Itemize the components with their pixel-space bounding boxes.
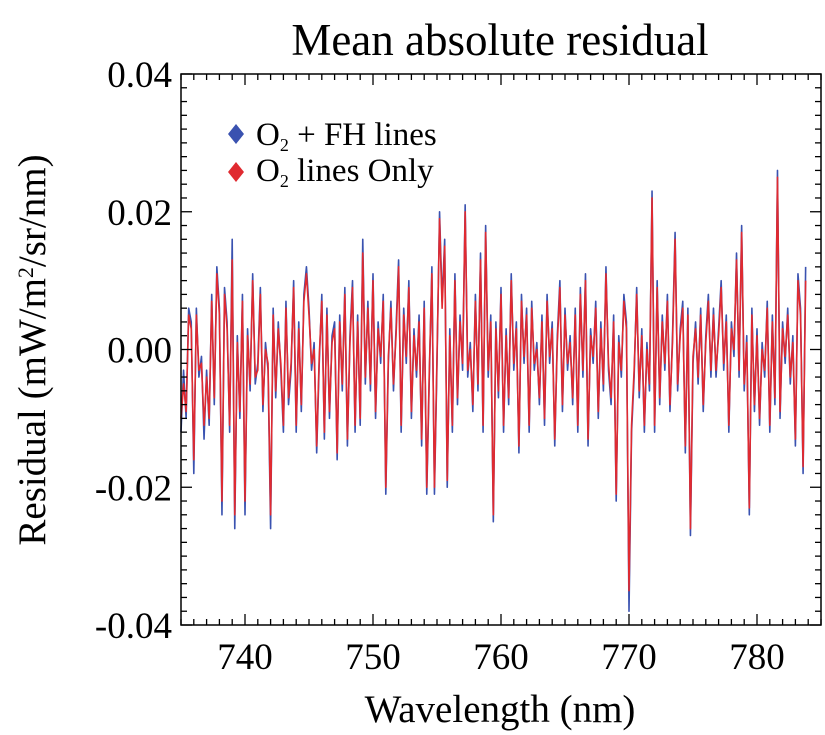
x-tick-label: 770 [601,637,657,678]
chart-title: Mean absolute residual [291,15,708,65]
series-line-o2-fh [180,169,807,613]
x-axis-title: Wavelength (nm) [365,688,636,731]
x-tick-label: 780 [729,637,785,678]
y-tick-label: 0.00 [107,331,172,372]
series-lines [180,169,807,613]
legend-label-o2-fh: O2 + FH lines [256,117,437,155]
x-tick-label: 740 [217,637,273,678]
tick-labels: 740 750 760 770 780 0.04 0.02 0.00 -0.02 -0.04 [95,55,785,678]
y-tick-label: -0.02 [95,468,172,509]
axis-ticks [180,73,822,626]
legend-label-o2-only: O2 lines Only [256,153,434,191]
y-tick-label: -0.04 [95,606,172,647]
series-line-o2-only [180,176,807,592]
y-tick-label: 0.04 [107,55,172,96]
legend-marker-blue-diamond [228,124,244,144]
y-axis-title: Residual (mW/m2/sr/nm) [11,154,54,545]
legend: O2 + FH lines O2 lines Only [228,117,437,191]
x-tick-label: 750 [345,637,401,678]
legend-item-o2-only: O2 lines Only [228,153,434,191]
legend-marker-red-diamond [228,162,244,182]
legend-item-o2-fh: O2 + FH lines [228,117,437,155]
y-tick-label: 0.02 [107,193,172,234]
x-tick-label: 760 [473,637,529,678]
